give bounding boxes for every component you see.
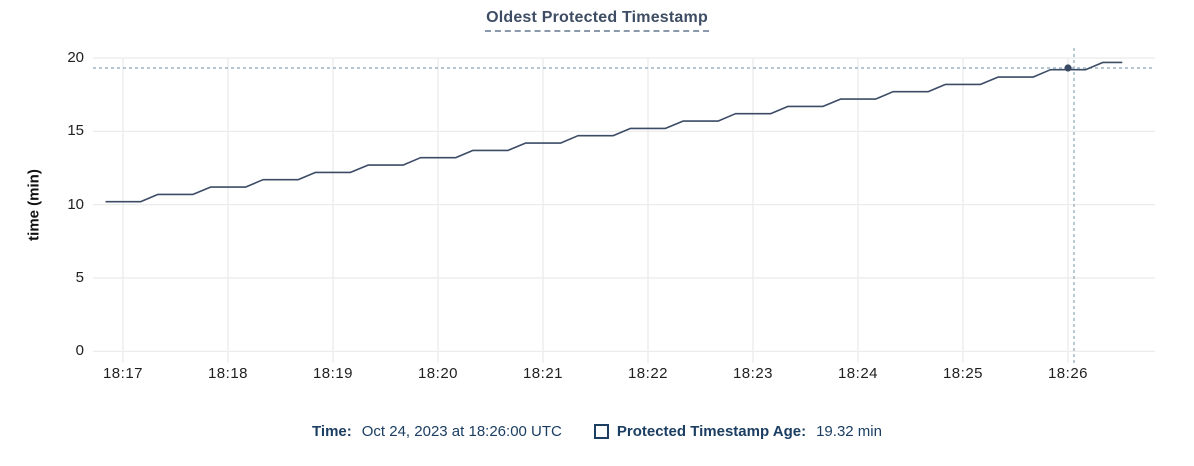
legend-series-label: Protected Timestamp Age: [616,423,807,440]
hover-legend: Time: Oct 24, 2023 at 18:26:00 UTC Prote… [0,423,1194,440]
y-tick-label: 10 [67,195,84,213]
chart-header: Oldest Protected Timestamp [0,9,1194,32]
x-tick-label: 18:18 [207,365,249,382]
x-tick-label: 18:23 [732,365,774,382]
series-line [105,61,1123,203]
x-tick-label: 18:19 [312,365,354,382]
y-tick-label: 0 [75,342,84,360]
hollow-square-swatch-icon [593,424,609,439]
x-tick-label: 18:25 [942,365,984,382]
hover-point-dot [1064,64,1072,72]
legend-series-value: 19.32 min [816,423,882,440]
y-tick-label: 15 [67,122,84,140]
x-tick-label: 18:20 [417,365,459,382]
y-tick-label: 5 [75,268,84,286]
chart-title[interactable]: Oldest Protected Timestamp [485,9,709,32]
legend-time-group: Time: Oct 24, 2023 at 18:26:00 UTC [312,423,562,440]
y-tick-label: 20 [67,49,84,66]
x-tick-label: 18:17 [102,365,144,382]
x-tick-label: 18:26 [1047,365,1089,382]
legend-series-protected-timestamp-age[interactable]: Protected Timestamp Age: 19.32 min [593,423,882,440]
legend-time-value: Oct 24, 2023 at 18:26:00 UTC [361,423,562,440]
legend-time-label: Time: [312,423,352,440]
x-tick-label: 18:22 [627,365,669,382]
x-tick-label: 18:24 [837,365,879,382]
x-tick-label: 18:21 [522,365,564,382]
